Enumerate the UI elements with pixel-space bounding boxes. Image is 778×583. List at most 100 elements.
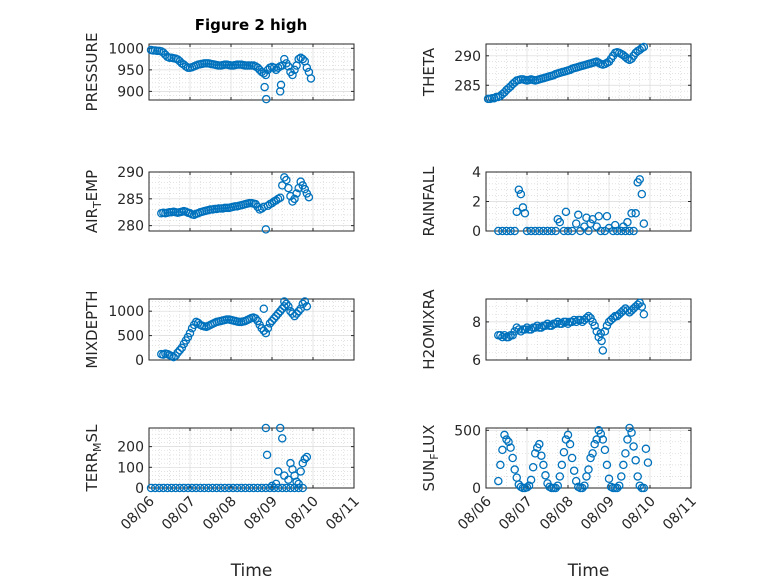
data-point	[580, 481, 589, 490]
axes-frame	[148, 43, 355, 101]
data-point	[590, 439, 599, 449]
data-point	[261, 70, 271, 80]
data-point	[639, 42, 649, 52]
y-tick-label: 950	[117, 63, 144, 79]
data-point	[159, 483, 168, 493]
data-point	[187, 483, 197, 493]
data-point	[498, 332, 507, 342]
data-point	[504, 332, 513, 342]
data-point	[275, 87, 285, 96]
data-point	[269, 63, 279, 72]
data-point	[547, 321, 556, 330]
data-point	[498, 445, 507, 455]
data-point	[273, 309, 283, 318]
y-tick-label: 280	[117, 219, 144, 235]
data-point	[612, 483, 622, 493]
data-point	[602, 460, 612, 470]
data-point	[571, 476, 581, 486]
data-point	[520, 325, 530, 334]
data-point	[643, 458, 653, 467]
data-point	[633, 472, 642, 481]
x-tick-label: 08/06	[118, 493, 158, 533]
data-point	[510, 226, 519, 236]
data-point	[635, 481, 645, 490]
data-point	[590, 321, 599, 330]
data-point	[276, 80, 286, 90]
data-point	[555, 472, 565, 481]
data-point	[541, 321, 550, 330]
data-point	[584, 311, 593, 321]
y-tick-label: 8	[472, 315, 481, 331]
panel-terr-msl: 0 100 200 08/06 08/07 08/08 08/09 08/10 08/11 Tim…	[83, 423, 363, 581]
data-point	[522, 483, 532, 492]
x-tick-label: 08/11	[660, 494, 700, 534]
data-point	[163, 483, 172, 493]
data-point	[584, 226, 593, 236]
data-point	[557, 319, 567, 329]
data-point	[175, 483, 184, 493]
data-point	[302, 63, 312, 72]
data-point	[623, 435, 632, 444]
data-point	[535, 226, 544, 236]
y-tick-label: 500	[454, 423, 481, 439]
y-tick-label: 285	[454, 78, 481, 94]
data-point	[261, 225, 271, 234]
data-point	[557, 460, 567, 470]
data-point	[257, 324, 266, 333]
data-point	[282, 299, 291, 309]
data-point	[261, 328, 271, 338]
y-axis-label: TERRMSL	[83, 424, 104, 493]
data-point	[224, 483, 234, 493]
data-point	[508, 453, 517, 463]
data-point	[241, 483, 250, 493]
y-axis-label: RAINFALL	[420, 166, 438, 237]
data-point	[284, 475, 293, 484]
data-point	[273, 467, 283, 476]
data-point	[623, 217, 632, 227]
data-point	[596, 429, 606, 439]
data-point	[496, 460, 505, 470]
data-point	[522, 323, 532, 332]
data-point	[563, 226, 573, 236]
data-point	[265, 483, 275, 493]
data-point	[617, 226, 626, 236]
axes-frame	[485, 298, 692, 361]
data-point	[510, 465, 519, 474]
y-tick-label: 290	[454, 49, 481, 65]
data-point	[535, 439, 544, 449]
data-point	[639, 309, 649, 319]
data-point	[273, 63, 283, 72]
data-point	[300, 454, 310, 464]
data-point	[195, 483, 205, 493]
data-point	[600, 327, 610, 336]
data-point	[275, 423, 285, 433]
data-point	[298, 458, 307, 468]
data-point	[500, 330, 509, 340]
data-point	[559, 447, 569, 457]
data-point	[621, 226, 630, 236]
x-axis-label: Time	[567, 561, 610, 581]
data-point	[633, 300, 642, 309]
data-point	[547, 226, 556, 236]
data-point	[594, 211, 604, 221]
data-point	[267, 481, 277, 491]
data-point	[629, 226, 638, 236]
data-point	[262, 450, 272, 460]
data-point	[280, 54, 289, 64]
x-tick-label: 08/07	[159, 494, 199, 534]
data-point	[288, 70, 297, 80]
x-tick-label: 08/06	[455, 493, 495, 533]
data-point	[526, 325, 536, 334]
data-point	[555, 217, 565, 227]
data-point	[265, 319, 275, 328]
data-point	[553, 481, 563, 490]
x-tick-label: 08/10	[282, 494, 322, 534]
data-point	[621, 449, 630, 458]
data-point	[191, 483, 201, 493]
data-point	[494, 226, 503, 236]
data-point	[146, 483, 156, 493]
y-axis-label: SUNFLUX	[420, 425, 441, 492]
data-point	[528, 462, 538, 472]
y-tick-label: 0	[472, 224, 481, 240]
data-point	[275, 193, 285, 202]
